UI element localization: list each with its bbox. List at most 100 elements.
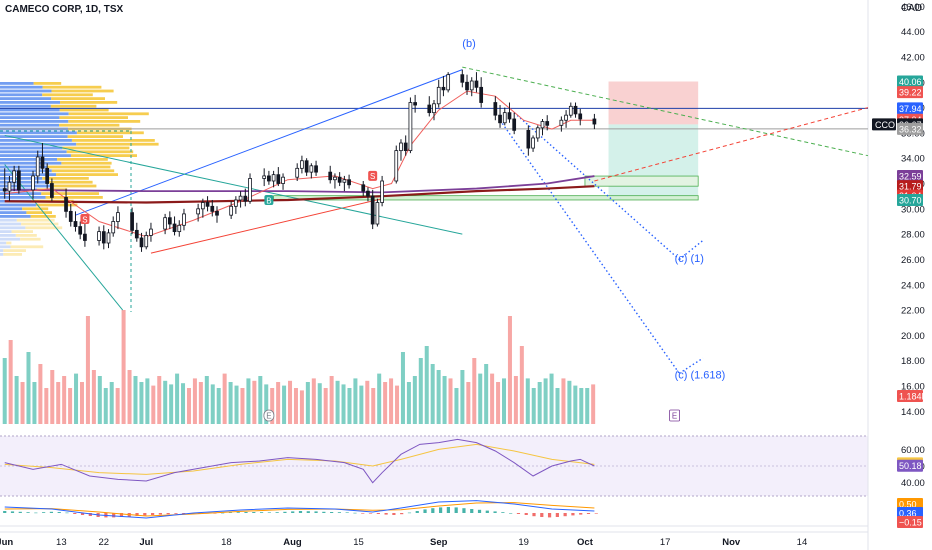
candle-body	[498, 114, 502, 124]
candle-body	[493, 102, 498, 116]
candle-body	[309, 165, 314, 173]
price-tick-label: 16.00	[901, 382, 925, 393]
macd-histogram-bar	[439, 507, 443, 513]
volume-profile-bar-down	[59, 116, 128, 119]
macd-histogram-bar	[228, 512, 233, 513]
volume-bar	[555, 388, 560, 424]
candle-body	[73, 221, 78, 227]
candle-body	[78, 226, 83, 235]
macd-histogram-bar	[166, 513, 170, 515]
position-reward-zone	[608, 124, 699, 200]
price-label-bg	[897, 102, 923, 115]
candle-body	[215, 210, 219, 216]
volume-profile-bar-down	[46, 180, 93, 184]
candle-body	[64, 197, 68, 212]
volume-profile-bar-down	[70, 154, 137, 157]
volume-bar	[496, 382, 501, 424]
volume-bar	[442, 376, 447, 424]
volume-bar	[341, 384, 346, 424]
volume-bar	[121, 310, 126, 424]
volume-profile-bar-down	[26, 211, 52, 214]
macd-histogram-bar	[143, 513, 147, 516]
volume-profile-bar-down	[76, 131, 144, 135]
candle-body	[361, 184, 366, 192]
candle-body	[479, 86, 484, 103]
candle-body	[130, 212, 134, 231]
candle-body	[45, 167, 50, 184]
candle-body	[40, 156, 45, 169]
volume-profile-bar-up	[0, 142, 77, 146]
trendline	[4, 164, 124, 311]
volume-bar	[204, 376, 209, 424]
volume-profile-bar-up	[0, 184, 51, 188]
time-tick-label: 19	[518, 537, 529, 548]
volume-profile-bar-up	[0, 165, 48, 169]
macd-histogram-bar	[221, 512, 225, 514]
macd-histogram-bar	[415, 511, 419, 513]
volume-profile-bar-up	[0, 131, 77, 135]
candle-body	[83, 233, 87, 241]
macd-histogram-bar	[571, 513, 575, 516]
time-tick-label: Nov	[722, 537, 741, 548]
macd-histogram-bar	[337, 512, 342, 513]
macd-histogram-bar	[400, 513, 404, 515]
macd-histogram-bar	[353, 512, 357, 514]
macd-histogram-bar	[283, 511, 287, 513]
macd-histogram-bar	[477, 509, 482, 513]
macd-histogram-bar	[182, 513, 186, 514]
candle-body	[460, 74, 465, 83]
volume-profile-bar-up	[0, 218, 17, 222]
signal-marker-label: S	[82, 215, 87, 224]
candle-body	[531, 137, 535, 149]
volume-bar	[478, 373, 483, 424]
price-tick-label: 24.00	[901, 280, 925, 291]
candle-body	[559, 119, 564, 126]
candle-body	[394, 150, 399, 182]
candle-body	[366, 190, 370, 197]
volume-bar	[222, 373, 227, 424]
volume-profile-bar-down	[33, 82, 62, 85]
rsi-signal-line	[4, 443, 595, 475]
time-tick-label: Oct	[577, 537, 594, 548]
volume-profile-bar-down	[21, 222, 59, 226]
candle-body	[116, 212, 120, 222]
volume-bar	[181, 383, 186, 424]
volume-bar	[270, 388, 275, 424]
volume-profile-bar-down	[66, 150, 134, 154]
volume-bar	[139, 382, 144, 424]
macd-histogram-bar	[158, 513, 162, 515]
price-tick-label: 20.00	[901, 331, 925, 342]
volume-bar	[8, 340, 13, 424]
volume-profile-bar-down	[25, 226, 63, 230]
candle-body	[403, 142, 408, 152]
volume-profile-bar-up	[0, 207, 23, 211]
volume-bar	[448, 378, 453, 424]
macd-histogram-bar	[65, 512, 69, 514]
time-tick-label: Aug	[283, 537, 302, 548]
candle-body	[31, 175, 35, 191]
signal-marker-label: S	[370, 172, 375, 181]
volume-bar	[79, 382, 84, 424]
candle-body	[172, 223, 177, 233]
macd-histogram-bar	[368, 513, 373, 514]
volume-bar	[531, 388, 536, 424]
macd-histogram-bar	[314, 511, 318, 513]
volume-bar	[561, 378, 566, 424]
candle-body	[328, 171, 333, 181]
event-marker	[263, 409, 275, 422]
price-tick-label: 14.00	[901, 407, 925, 418]
volume-bar	[311, 378, 316, 424]
volume-bar	[371, 388, 376, 424]
candle-body	[243, 195, 248, 202]
candle-body	[502, 112, 507, 124]
volume-bar	[258, 376, 263, 424]
volume-profile-bar-down	[6, 241, 12, 245]
volume-profile-bar-up	[0, 211, 27, 214]
price-tick-label: 22.00	[901, 306, 925, 317]
price-label-bg	[897, 86, 923, 99]
candle-body	[578, 113, 583, 120]
candle-body	[436, 86, 441, 105]
rsi-tick-label: 40.00	[901, 478, 925, 489]
macd-histogram-bar	[298, 511, 303, 513]
